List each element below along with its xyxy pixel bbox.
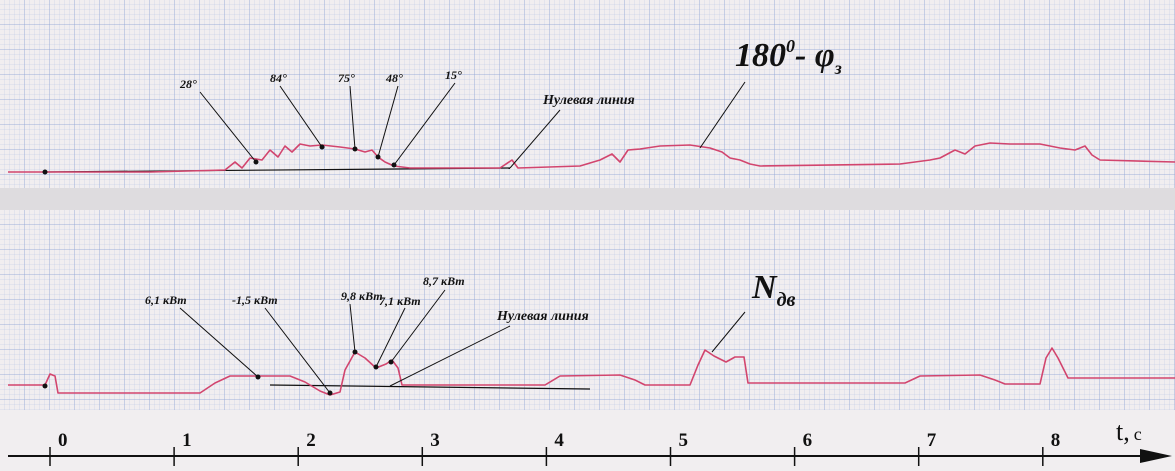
dot bbox=[389, 360, 394, 365]
dot bbox=[43, 384, 48, 389]
title-sub: з bbox=[834, 58, 842, 78]
dot bbox=[254, 160, 259, 165]
tick-label: 2 bbox=[306, 430, 316, 451]
zero-line-label: Нулевая линия bbox=[496, 309, 589, 324]
axis-name: t, bbox=[1116, 417, 1130, 446]
power-label: 6,1 кВт bbox=[145, 293, 187, 307]
tick-label: 3 bbox=[430, 430, 440, 451]
dot bbox=[353, 147, 358, 152]
dot bbox=[376, 155, 381, 160]
tick-label: 5 bbox=[679, 430, 689, 451]
body: 28° 84° 75° 48° 15° Нулевая линия 1800- … bbox=[0, 0, 1175, 471]
angle-label: 84° bbox=[270, 71, 287, 85]
angle-label: 28° bbox=[179, 77, 197, 91]
dot bbox=[43, 170, 48, 175]
power-label: 9,8 кВт bbox=[341, 289, 383, 303]
tick-label: 8 bbox=[1051, 430, 1061, 451]
power-label: 8,7 кВт bbox=[423, 274, 465, 288]
title-part: 180 bbox=[735, 37, 786, 74]
dot bbox=[320, 145, 325, 150]
axis-unit: с bbox=[1134, 424, 1142, 444]
title-part: - φ bbox=[795, 37, 835, 74]
power-label: -1,5 кВт bbox=[232, 293, 278, 307]
page: Oscillogram {"upper": {"title": {"base":… bbox=[0, 0, 1175, 471]
angle-label: 75° bbox=[338, 71, 355, 85]
tick-label: 0 bbox=[58, 430, 68, 451]
angle-label: 15° bbox=[445, 68, 462, 82]
oscillogram: 28° 84° 75° 48° 15° Нулевая линия 1800- … bbox=[0, 0, 1175, 471]
power-label: 7,1 кВт bbox=[379, 294, 421, 308]
dot bbox=[374, 365, 379, 370]
tick-label: 1 bbox=[182, 430, 192, 451]
dot bbox=[392, 163, 397, 168]
dot bbox=[328, 391, 333, 396]
tick-label: 7 bbox=[927, 430, 937, 451]
tick-label: 6 bbox=[803, 430, 813, 451]
tick-label: 4 bbox=[554, 430, 564, 451]
zero-line-label: Нулевая линия bbox=[542, 93, 635, 108]
dot bbox=[353, 350, 358, 355]
paper-band bbox=[0, 188, 1175, 210]
dot bbox=[256, 375, 261, 380]
angle-label: 48° bbox=[385, 71, 403, 85]
title-sup: 0 bbox=[786, 36, 795, 56]
title-part: N bbox=[751, 269, 778, 306]
title-sub: дв bbox=[777, 289, 796, 311]
